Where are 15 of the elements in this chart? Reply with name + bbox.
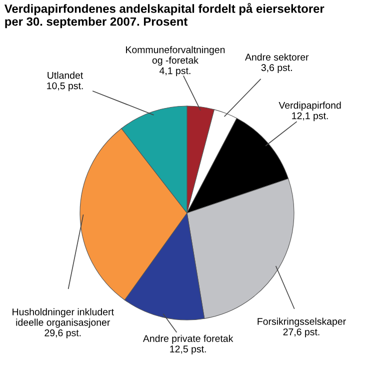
slice-label: Husholdninger inkludert ideelle organisasjoner <box>12 308 114 328</box>
slice-label: Utlandet <box>48 72 84 79</box>
data-label: 27,6 pst. <box>283 328 320 338</box>
slice-label: Forsikringsselskaper <box>258 318 346 327</box>
data-label: 4,1 pst. <box>160 67 190 76</box>
data-label: 12,1 pst. <box>292 112 328 122</box>
data-label: 10,5 pst. <box>47 82 83 92</box>
data-label: 3,6 pst. <box>261 64 292 73</box>
chart-title: Verdipapirfondenes andelskapital fordelt på eiersektorer per 30. september 2007. Prosent <box>4 2 324 28</box>
slice-label: Kommuneforvaltningen og -foretak <box>126 46 225 66</box>
slice-label: Andre private foretak <box>142 334 234 344</box>
data-label: 12,5 pst. <box>170 346 206 354</box>
data-label: 29,6 pst. <box>44 329 81 338</box>
slice-label: Verdipapirfond <box>278 102 341 111</box>
slice-label: Andre sektorer <box>245 53 309 61</box>
